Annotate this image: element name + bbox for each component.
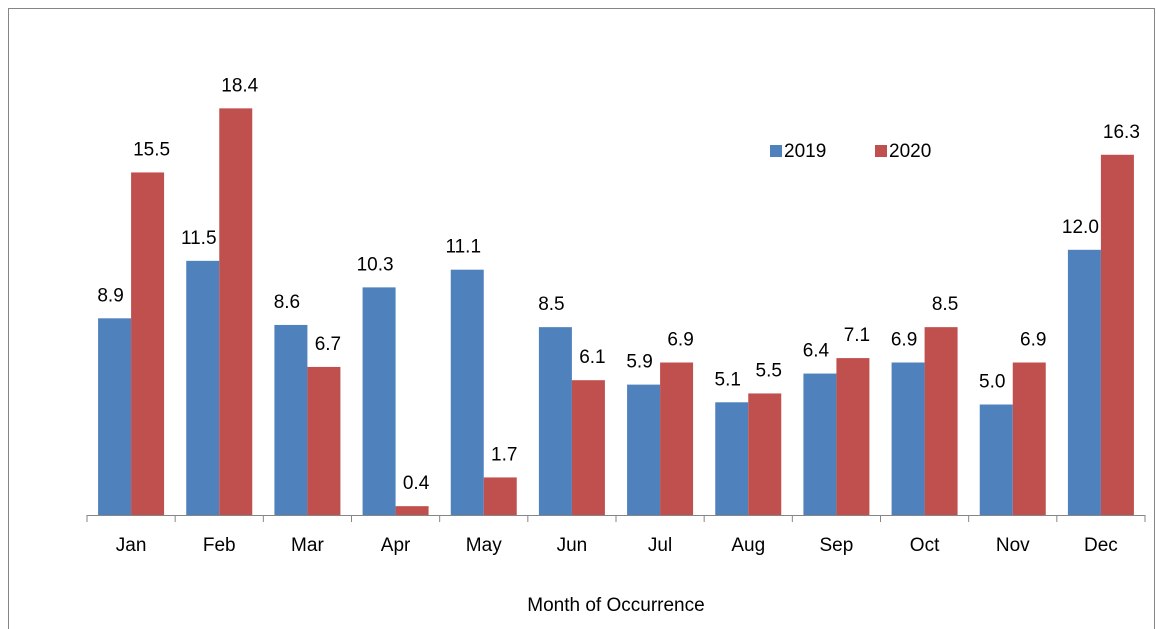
x-tick-label: May: [466, 535, 502, 556]
legend-swatch: [770, 145, 782, 157]
value-label: 7.1: [844, 325, 870, 346]
bar: [979, 404, 1013, 515]
value-label: 5.9: [626, 352, 652, 373]
value-label: 12.0: [1062, 217, 1099, 238]
bar: [362, 287, 396, 515]
bar: [395, 506, 429, 515]
bar: [483, 477, 517, 515]
bar: [219, 108, 253, 516]
bar: [571, 380, 605, 515]
bar: [450, 269, 484, 515]
value-label: 15.5: [133, 139, 170, 160]
bar: [274, 324, 308, 515]
x-tick-label: Jun: [557, 535, 588, 556]
legend-label: 2020: [889, 141, 931, 162]
legend-label: 2019: [784, 141, 826, 162]
bar: [131, 172, 165, 515]
bar: [660, 362, 694, 515]
value-label: 8.6: [274, 292, 300, 313]
x-tick-label: Sep: [820, 535, 854, 556]
value-label: 8.9: [97, 285, 123, 306]
x-tick-label: Apr: [381, 535, 411, 556]
value-label: 8.5: [538, 294, 564, 315]
value-label: 0.4: [403, 473, 430, 494]
value-label: 16.3: [1103, 122, 1140, 143]
value-label: 11.5: [181, 228, 217, 249]
value-label: 1.7: [491, 444, 517, 465]
x-tick-label: Jul: [648, 535, 672, 556]
bar: [186, 260, 220, 515]
value-label: 6.4: [803, 341, 830, 362]
bar: [836, 358, 870, 515]
x-tick-label: Oct: [910, 535, 940, 556]
value-label: 6.9: [891, 330, 917, 351]
value-label: 6.9: [1020, 330, 1046, 351]
bar: [98, 318, 132, 515]
value-label: 10.3: [357, 254, 394, 275]
x-tick-label: Jan: [116, 535, 147, 556]
bar: [1012, 362, 1046, 515]
x-tick-label: Nov: [996, 535, 1030, 556]
bar: [748, 393, 782, 515]
bar: [924, 327, 958, 515]
value-label: 11.1: [445, 237, 481, 258]
bar: [1067, 249, 1101, 516]
bar: [891, 362, 925, 515]
bar: [627, 384, 661, 515]
chart-frame: [8, 8, 1155, 629]
bar: [538, 327, 572, 515]
value-label: 5.5: [756, 360, 782, 381]
x-tick-label: Mar: [291, 535, 324, 556]
bar: [1100, 154, 1134, 515]
x-tick-label: Aug: [731, 535, 765, 556]
bar: [307, 366, 341, 515]
value-label: 5.1: [715, 369, 741, 390]
value-label: 8.5: [932, 294, 958, 315]
legend-swatch: [875, 145, 887, 157]
value-label: 6.1: [579, 347, 605, 368]
bar: [803, 373, 837, 515]
value-label: 18.4: [221, 75, 258, 96]
value-label: 6.9: [667, 330, 693, 351]
x-axis-title: Month of Occurrence: [527, 595, 704, 616]
value-label: 6.7: [315, 334, 341, 355]
bar: [715, 402, 749, 515]
x-tick-label: Dec: [1084, 535, 1118, 556]
x-tick-label: Feb: [203, 535, 236, 556]
value-label: 5.0: [979, 372, 1005, 393]
